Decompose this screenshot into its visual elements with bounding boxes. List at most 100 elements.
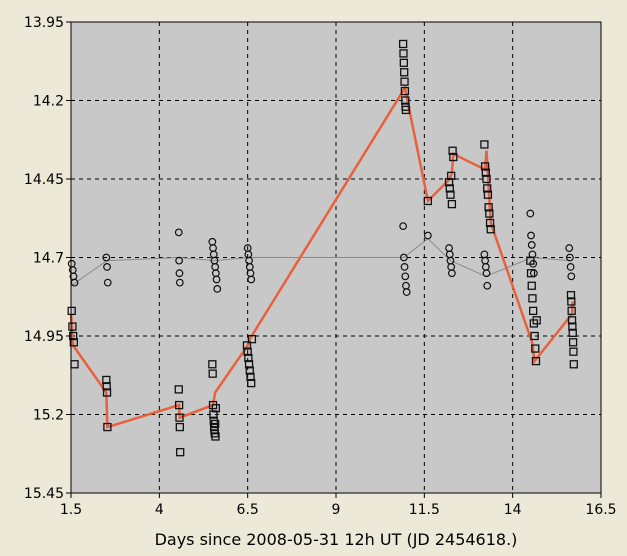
comparison-data-point (565, 244, 574, 252)
comparison-data-point (247, 275, 256, 284)
variable-data-point (244, 353, 253, 363)
variable-data-point (174, 385, 183, 394)
variable-data-point (447, 199, 457, 209)
comparison-data-point (447, 269, 456, 278)
variable-data-point (567, 316, 577, 325)
variable-data-point (247, 334, 257, 344)
variable-data-point (208, 360, 217, 369)
comparison-data-point (483, 281, 492, 290)
x-tick-label: 4 (155, 502, 164, 518)
variable-data-point (245, 366, 254, 375)
variable-data-point (526, 269, 536, 278)
variable-data-point (449, 152, 458, 162)
variable-data-point (485, 218, 495, 228)
variable-data-point (68, 322, 77, 331)
variable-data-point (480, 140, 489, 149)
variable-data-point (67, 306, 76, 316)
variable-data-point (400, 68, 409, 77)
variable-data-point (446, 190, 455, 199)
comparison-data-point (399, 253, 408, 262)
variable-data-point (567, 306, 576, 316)
variable-data-point (527, 281, 536, 290)
variable-data-point (398, 39, 408, 49)
variable-data-point (481, 168, 490, 177)
variable-data-point (483, 184, 492, 193)
variable-data-point (208, 369, 217, 378)
variable-data-point (528, 294, 537, 303)
comparison-data-point (213, 285, 222, 293)
variable-data-point (423, 196, 433, 206)
comparison-data-point (102, 253, 111, 262)
y-tick-label: 15.45 (24, 486, 64, 502)
variable-data-point (568, 328, 577, 338)
variable-data-point (480, 162, 490, 171)
variable-data-point (211, 432, 220, 441)
comparison-data-point (400, 263, 409, 271)
variable-data-point (246, 372, 255, 381)
variable-data-point (211, 404, 221, 413)
variable-data-point (175, 422, 184, 432)
variable-data-point (445, 184, 454, 193)
variable-data-point (174, 400, 184, 410)
y-tick-label: 14.95 (24, 329, 64, 345)
variable-data-point (530, 331, 539, 341)
comparison-data-point (103, 278, 112, 287)
x-tick-label: 6.5 (237, 502, 259, 518)
variable-data-point (569, 347, 578, 356)
variable-data-point (484, 203, 493, 212)
x-tick-label: 16.5 (585, 502, 616, 518)
x-axis-title: Days since 2008-05-31 12h UT (JD 2454618… (155, 530, 518, 549)
variable-data-point (531, 344, 540, 353)
variable-data-point (244, 360, 254, 369)
comparison-series-line (70, 238, 571, 287)
y-tick-label: 14.2 (33, 94, 64, 110)
variable-data-point (102, 382, 111, 391)
comparison-data-point (566, 263, 575, 271)
variable-data-point (531, 356, 541, 366)
y-tick-label: 15.2 (33, 408, 64, 424)
comparison-data-point (174, 228, 183, 237)
variable-data-point (569, 360, 578, 369)
variable-data-point (532, 316, 541, 325)
y-tick-label: 13.95 (24, 15, 64, 31)
comparison-data-point (212, 275, 221, 284)
variable-data-point (485, 209, 494, 218)
variable-data-point (568, 322, 577, 331)
variable-data-point (447, 171, 456, 181)
variable-data-point (102, 388, 112, 397)
comparison-data-point (175, 269, 184, 278)
variable-data-point (247, 378, 256, 388)
comparison-data-point (527, 231, 535, 240)
comparison-data-point (526, 209, 535, 218)
variable-data-point (175, 413, 184, 422)
variable-data-point (399, 49, 408, 58)
variable-data-point (526, 256, 535, 265)
variable-data-point (566, 291, 576, 300)
variable-data-point (243, 347, 252, 356)
variable-data-point (568, 338, 578, 347)
y-tick-label: 14.7 (33, 251, 64, 267)
x-tick-label: 9 (332, 502, 341, 518)
x-axis-ticks: 1.5 4 6.5 9 11.5 14 16.5 (60, 493, 617, 518)
variable-data-point (400, 86, 410, 96)
y-axis-ticks: 13.95 14.2 14.45 14.7 14.95 15.2 15.45 (24, 15, 71, 502)
comparison-data-point (401, 272, 410, 281)
variable-data-point (211, 419, 220, 429)
variable-data-point (529, 306, 538, 316)
x-tick-label: 11.5 (409, 502, 440, 518)
variable-data-point (242, 341, 252, 350)
variable-data-point (400, 77, 409, 86)
variable-data-point (486, 225, 495, 234)
variable-data-point (483, 190, 493, 199)
comparison-data-point (423, 231, 432, 240)
variable-data-point (176, 448, 185, 457)
comparison-data-point (482, 269, 491, 278)
variable-data-point (567, 297, 576, 306)
comparison-data-point (566, 253, 574, 262)
variable-data-point (401, 105, 411, 115)
variable-data-point (103, 422, 112, 432)
comparison-data-point (402, 288, 411, 296)
comparison-data-point (399, 222, 408, 231)
